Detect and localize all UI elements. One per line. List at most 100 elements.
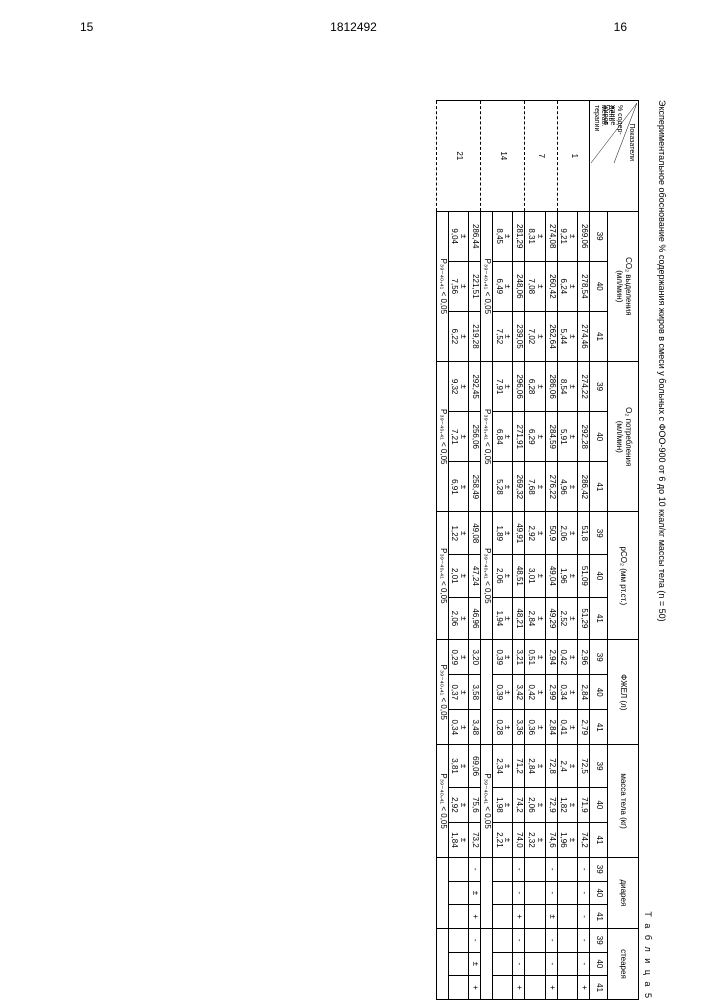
col-group-6: стеарея <box>607 928 638 999</box>
pval-3-1: P₃₉₋₄₀,₄₁ < 0,05 <box>436 362 448 512</box>
col-group-4: масса тела (кг) <box>607 745 638 858</box>
err-1-0-0: ±8,31 <box>525 211 546 261</box>
err-0-2-0: ±2,06 <box>557 512 578 555</box>
err-0-0-0: ±9,21 <box>557 211 578 261</box>
val-3-5-2: + <box>469 905 481 929</box>
day-cell-1: 7 <box>525 101 557 212</box>
val-0-1-1: 292,28 <box>578 412 590 462</box>
err-2-6-1 <box>492 952 513 976</box>
val-3-4-2: 73,2 <box>469 822 481 857</box>
val-3-1-2: 258,49 <box>469 462 481 512</box>
col-sub-5-1: 40 <box>590 881 608 905</box>
pval-3-2: P₃₉₋₄₀,₄₁ < 0,05 <box>436 512 448 640</box>
err-3-6-2 <box>448 976 469 1000</box>
val-3-1-1: 256,06 <box>469 412 481 462</box>
val-0-5-0: - <box>578 857 590 881</box>
diagonal-header: Показатели% содер-жаниежировДеньметаб.те… <box>591 103 637 163</box>
data-table: Показатели% содер-жаниежировДеньметаб.те… <box>436 100 639 1000</box>
val-1-6-1: - <box>545 952 557 976</box>
val-2-0-1: 248,06 <box>513 261 525 311</box>
err-1-2-1: ±3,01 <box>525 555 546 598</box>
err-0-4-2: ±1,96 <box>557 822 578 857</box>
err-0-0-2: ±5,44 <box>557 311 578 361</box>
page-right: 16 <box>614 20 627 34</box>
val-3-6-2: + <box>469 976 481 1000</box>
val-2-3-1: 3,42 <box>513 675 525 710</box>
err-2-3-0: ±0,39 <box>492 640 513 675</box>
err-0-2-1: ±1,96 <box>557 555 578 598</box>
val-3-0-0: 286,44 <box>469 211 481 261</box>
val-2-2-2: 48,21 <box>513 597 525 640</box>
val-3-1-0: 292,45 <box>469 362 481 412</box>
err-3-1-1: ±7,21 <box>448 412 469 462</box>
val-2-5-2: + <box>513 905 525 929</box>
table-label: Т а б л и ц а 5 <box>643 100 653 1000</box>
page-center: 1812492 <box>330 20 377 34</box>
val-1-3-2: 2,84 <box>545 710 557 745</box>
val-3-3-1: 3,58 <box>469 675 481 710</box>
err-3-6-1 <box>448 952 469 976</box>
val-3-0-2: 219,28 <box>469 311 481 361</box>
val-2-0-0: 281,29 <box>513 211 525 261</box>
err-1-6-2 <box>525 976 546 1000</box>
val-0-4-1: 71,9 <box>578 787 590 822</box>
err-3-4-1: ±2,92 <box>448 787 469 822</box>
err-0-3-2: ±0,41 <box>557 710 578 745</box>
pval-2-4: P₃₉₋₄₀,₄₁ < 0,05 <box>481 745 493 858</box>
err-0-6-2 <box>557 976 578 1000</box>
err-1-2-0: ±2,92 <box>525 512 546 555</box>
pval-3-3: P₃₉₋₄₀,₄₁ < 0,05 <box>436 640 448 745</box>
val-0-0-0: 269,06 <box>578 211 590 261</box>
val-0-2-1: 51,09 <box>578 555 590 598</box>
val-3-6-0: - <box>469 928 481 952</box>
val-1-2-2: 49,29 <box>545 597 557 640</box>
val-0-3-0: 2,96 <box>578 640 590 675</box>
val-1-4-1: 72,9 <box>545 787 557 822</box>
val-1-1-1: 284,59 <box>545 412 557 462</box>
err-1-1-2: ±7,68 <box>525 462 546 512</box>
err-2-6-0 <box>492 928 513 952</box>
err-0-1-1: ±5,91 <box>557 412 578 462</box>
err-3-3-0: ±0,29 <box>448 640 469 675</box>
err-1-5-1 <box>525 881 546 905</box>
val-2-2-1: 48,51 <box>513 555 525 598</box>
val-1-1-0: 286,06 <box>545 362 557 412</box>
val-2-6-0: - <box>513 928 525 952</box>
val-0-6-2: + <box>578 976 590 1000</box>
val-1-4-2: 74,6 <box>545 822 557 857</box>
col-sub-1-1: 40 <box>590 412 608 462</box>
val-1-6-0: - <box>545 928 557 952</box>
err-0-3-0: ±0,42 <box>557 640 578 675</box>
col-sub-2-0: 39 <box>590 512 608 555</box>
pval-2-2: P₃₉₋₄₀,₄₁ < 0,05 <box>481 512 493 640</box>
err-2-5-1 <box>492 881 513 905</box>
err-2-0-2: ±7,52 <box>492 311 513 361</box>
err-3-0-0: ±9,04 <box>448 211 469 261</box>
err-2-0-1: ±6,49 <box>492 261 513 311</box>
err-3-4-0: ±3,81 <box>448 745 469 788</box>
err-1-0-2: ±7,02 <box>525 311 546 361</box>
col-sub-3-2: 41 <box>590 710 608 745</box>
err-1-4-2: ±2,32 <box>525 822 546 857</box>
val-1-5-2: ± <box>545 905 557 929</box>
col-group-5: диарея <box>607 857 638 928</box>
val-1-2-1: 49,04 <box>545 555 557 598</box>
val-0-2-2: 51,29 <box>578 597 590 640</box>
err-2-5-2 <box>492 905 513 929</box>
col-sub-5-0: 39 <box>590 857 608 881</box>
err-1-6-0 <box>525 928 546 952</box>
val-2-1-2: 269,32 <box>513 462 525 512</box>
err-3-0-2: ±6,22 <box>448 311 469 361</box>
val-2-4-1: 74,2 <box>513 787 525 822</box>
val-0-5-1: - <box>578 881 590 905</box>
err-3-3-2: ±0,34 <box>448 710 469 745</box>
pval-2-0: P₃₉₋₄₀,₄₁ < 0,05 <box>481 211 493 361</box>
val-0-6-0: - <box>578 928 590 952</box>
err-2-0-0: ±8,45 <box>492 211 513 261</box>
err-2-4-2: ±2,21 <box>492 822 513 857</box>
err-1-5-0 <box>525 857 546 881</box>
pval-2-3 <box>481 640 493 745</box>
err-2-1-1: ±6,84 <box>492 412 513 462</box>
col-sub-1-2: 41 <box>590 462 608 512</box>
err-3-2-2: ±2,06 <box>448 597 469 640</box>
